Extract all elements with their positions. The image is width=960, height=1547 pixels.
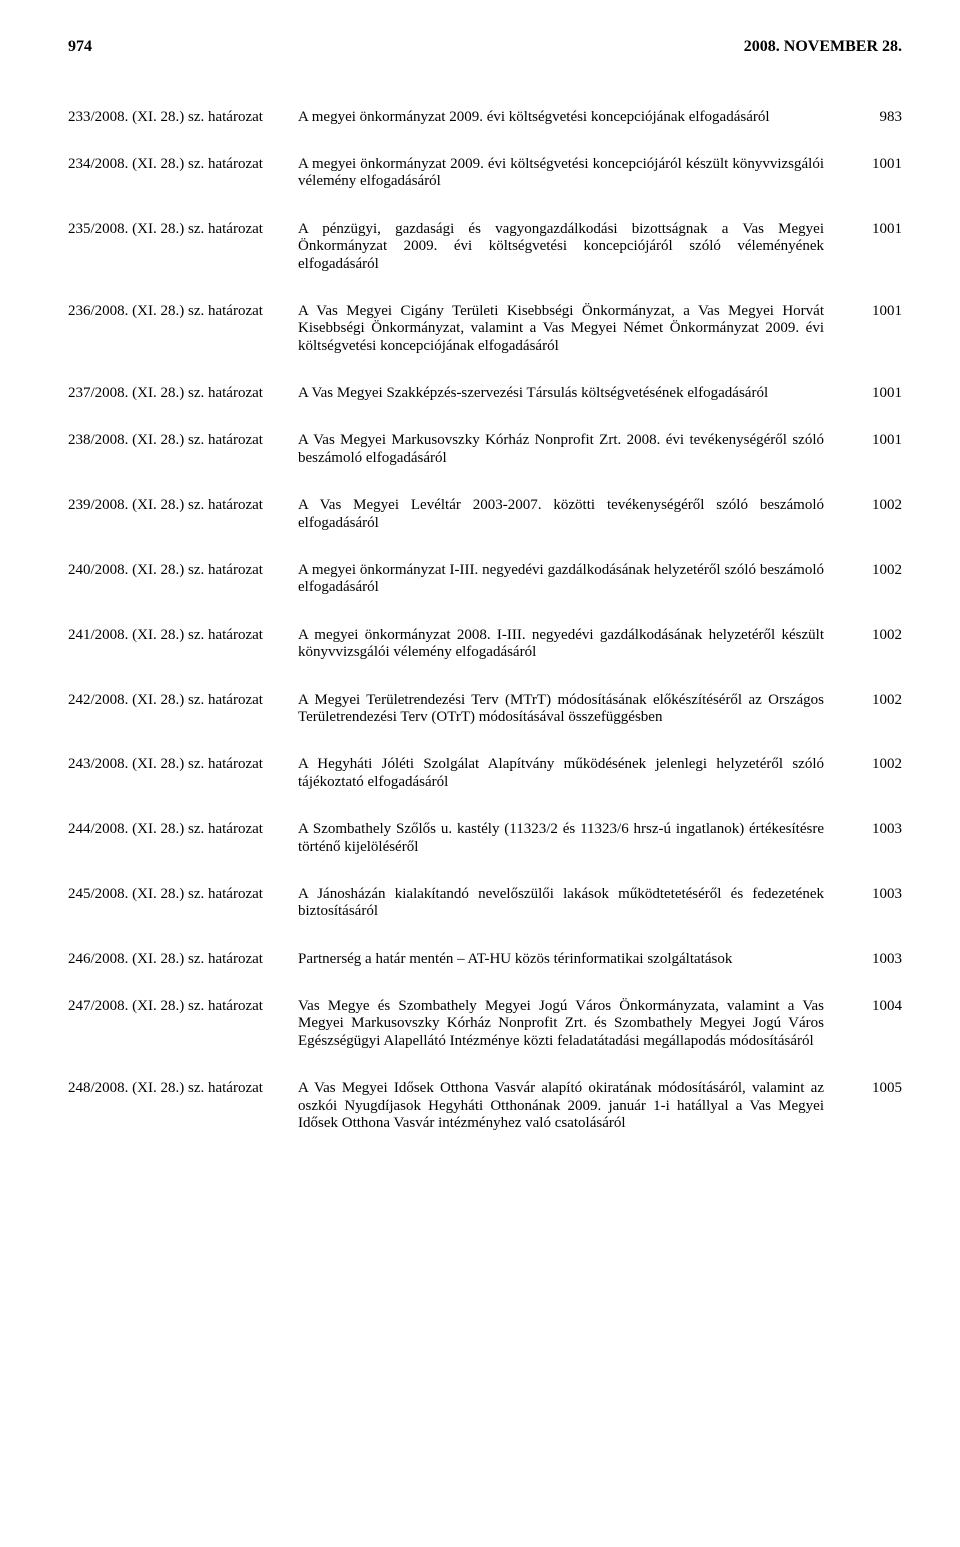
- toc-reference: 239/2008. (XI. 28.) sz. határozat: [68, 497, 298, 514]
- toc-reference: 236/2008. (XI. 28.) sz. határozat: [68, 303, 298, 320]
- toc-description: A Hegyháti Jóléti Szolgálat Alapítvány m…: [298, 756, 850, 791]
- toc-page: 1002: [850, 627, 902, 644]
- toc-reference: 246/2008. (XI. 28.) sz. határozat: [68, 951, 298, 968]
- toc-reference: 245/2008. (XI. 28.) sz. határozat: [68, 886, 298, 903]
- toc-row: 245/2008. (XI. 28.) sz. határozatA János…: [68, 886, 902, 921]
- toc-page: 1003: [850, 886, 902, 903]
- toc-row: 235/2008. (XI. 28.) sz. határozatA pénzü…: [68, 221, 902, 273]
- toc-reference: 234/2008. (XI. 28.) sz. határozat: [68, 156, 298, 173]
- toc-page: 1005: [850, 1080, 902, 1097]
- toc-description: A Vas Megyei Levéltár 2003-2007. közötti…: [298, 497, 850, 532]
- toc-description: Partnerség a határ mentén – AT-HU közös …: [298, 951, 850, 968]
- toc-row: 248/2008. (XI. 28.) sz. határozatA Vas M…: [68, 1080, 902, 1132]
- toc-row: 247/2008. (XI. 28.) sz. határozatVas Meg…: [68, 998, 902, 1050]
- header-date: 2008. NOVEMBER 28.: [744, 38, 902, 57]
- toc-description: A Vas Megyei Szakképzés-szervezési Társu…: [298, 385, 850, 402]
- toc-row: 240/2008. (XI. 28.) sz. határozatA megye…: [68, 562, 902, 597]
- toc-row: 237/2008. (XI. 28.) sz. határozatA Vas M…: [68, 385, 902, 402]
- toc-reference: 237/2008. (XI. 28.) sz. határozat: [68, 385, 298, 402]
- toc-reference: 241/2008. (XI. 28.) sz. határozat: [68, 627, 298, 644]
- toc-row: 241/2008. (XI. 28.) sz. határozatA megye…: [68, 627, 902, 662]
- toc-page: 1004: [850, 998, 902, 1015]
- toc-page: 1001: [850, 385, 902, 402]
- toc-description: A Vas Megyei Idősek Otthona Vasvár alapí…: [298, 1080, 850, 1132]
- toc-description: A pénzügyi, gazdasági és vagyongazdálkod…: [298, 221, 850, 273]
- toc-description: A megyei önkormányzat I-III. negyedévi g…: [298, 562, 850, 597]
- toc-page: 1001: [850, 221, 902, 238]
- toc-description: Vas Megye és Szombathely Megyei Jogú Vár…: [298, 998, 850, 1050]
- toc-page: 1002: [850, 756, 902, 773]
- page-header: 974 2008. NOVEMBER 28.: [68, 38, 902, 57]
- toc-row: 243/2008. (XI. 28.) sz. határozatA Hegyh…: [68, 756, 902, 791]
- toc-description: A megyei önkormányzat 2008. I-III. negye…: [298, 627, 850, 662]
- toc-reference: 247/2008. (XI. 28.) sz. határozat: [68, 998, 298, 1015]
- toc-description: A megyei önkormányzat 2009. évi költségv…: [298, 109, 850, 126]
- toc-page: 1002: [850, 692, 902, 709]
- toc-page: 1003: [850, 821, 902, 838]
- header-page-number: 974: [68, 38, 92, 57]
- toc-reference: 235/2008. (XI. 28.) sz. határozat: [68, 221, 298, 238]
- toc-row: 238/2008. (XI. 28.) sz. határozatA Vas M…: [68, 432, 902, 467]
- toc-page: 1001: [850, 156, 902, 173]
- toc-description: A Megyei Területrendezési Terv (MTrT) mó…: [298, 692, 850, 727]
- toc-reference: 233/2008. (XI. 28.) sz. határozat: [68, 109, 298, 126]
- toc-description: A megyei önkormányzat 2009. évi költségv…: [298, 156, 850, 191]
- toc-page: 1002: [850, 497, 902, 514]
- toc-row: 239/2008. (XI. 28.) sz. határozatA Vas M…: [68, 497, 902, 532]
- toc-page: 1003: [850, 951, 902, 968]
- toc-page: 1002: [850, 562, 902, 579]
- toc-row: 244/2008. (XI. 28.) sz. határozatA Szomb…: [68, 821, 902, 856]
- toc-description: A Szombathely Szőlős u. kastély (11323/2…: [298, 821, 850, 856]
- toc-description: A Vas Megyei Cigány Területi Kisebbségi …: [298, 303, 850, 355]
- toc-row: 246/2008. (XI. 28.) sz. határozatPartner…: [68, 951, 902, 968]
- toc-reference: 242/2008. (XI. 28.) sz. határozat: [68, 692, 298, 709]
- toc-reference: 244/2008. (XI. 28.) sz. határozat: [68, 821, 298, 838]
- toc-reference: 240/2008. (XI. 28.) sz. határozat: [68, 562, 298, 579]
- toc-row: 234/2008. (XI. 28.) sz. határozatA megye…: [68, 156, 902, 191]
- toc-row: 233/2008. (XI. 28.) sz. határozatA megye…: [68, 109, 902, 126]
- toc-row: 236/2008. (XI. 28.) sz. határozatA Vas M…: [68, 303, 902, 355]
- toc-row: 242/2008. (XI. 28.) sz. határozatA Megye…: [68, 692, 902, 727]
- toc-list: 233/2008. (XI. 28.) sz. határozatA megye…: [68, 109, 902, 1133]
- toc-page: 1001: [850, 432, 902, 449]
- toc-page: 1001: [850, 303, 902, 320]
- toc-reference: 248/2008. (XI. 28.) sz. határozat: [68, 1080, 298, 1097]
- toc-reference: 238/2008. (XI. 28.) sz. határozat: [68, 432, 298, 449]
- toc-description: A Jánosházán kialakítandó nevelőszülői l…: [298, 886, 850, 921]
- toc-page: 983: [850, 109, 902, 126]
- toc-reference: 243/2008. (XI. 28.) sz. határozat: [68, 756, 298, 773]
- toc-description: A Vas Megyei Markusovszky Kórház Nonprof…: [298, 432, 850, 467]
